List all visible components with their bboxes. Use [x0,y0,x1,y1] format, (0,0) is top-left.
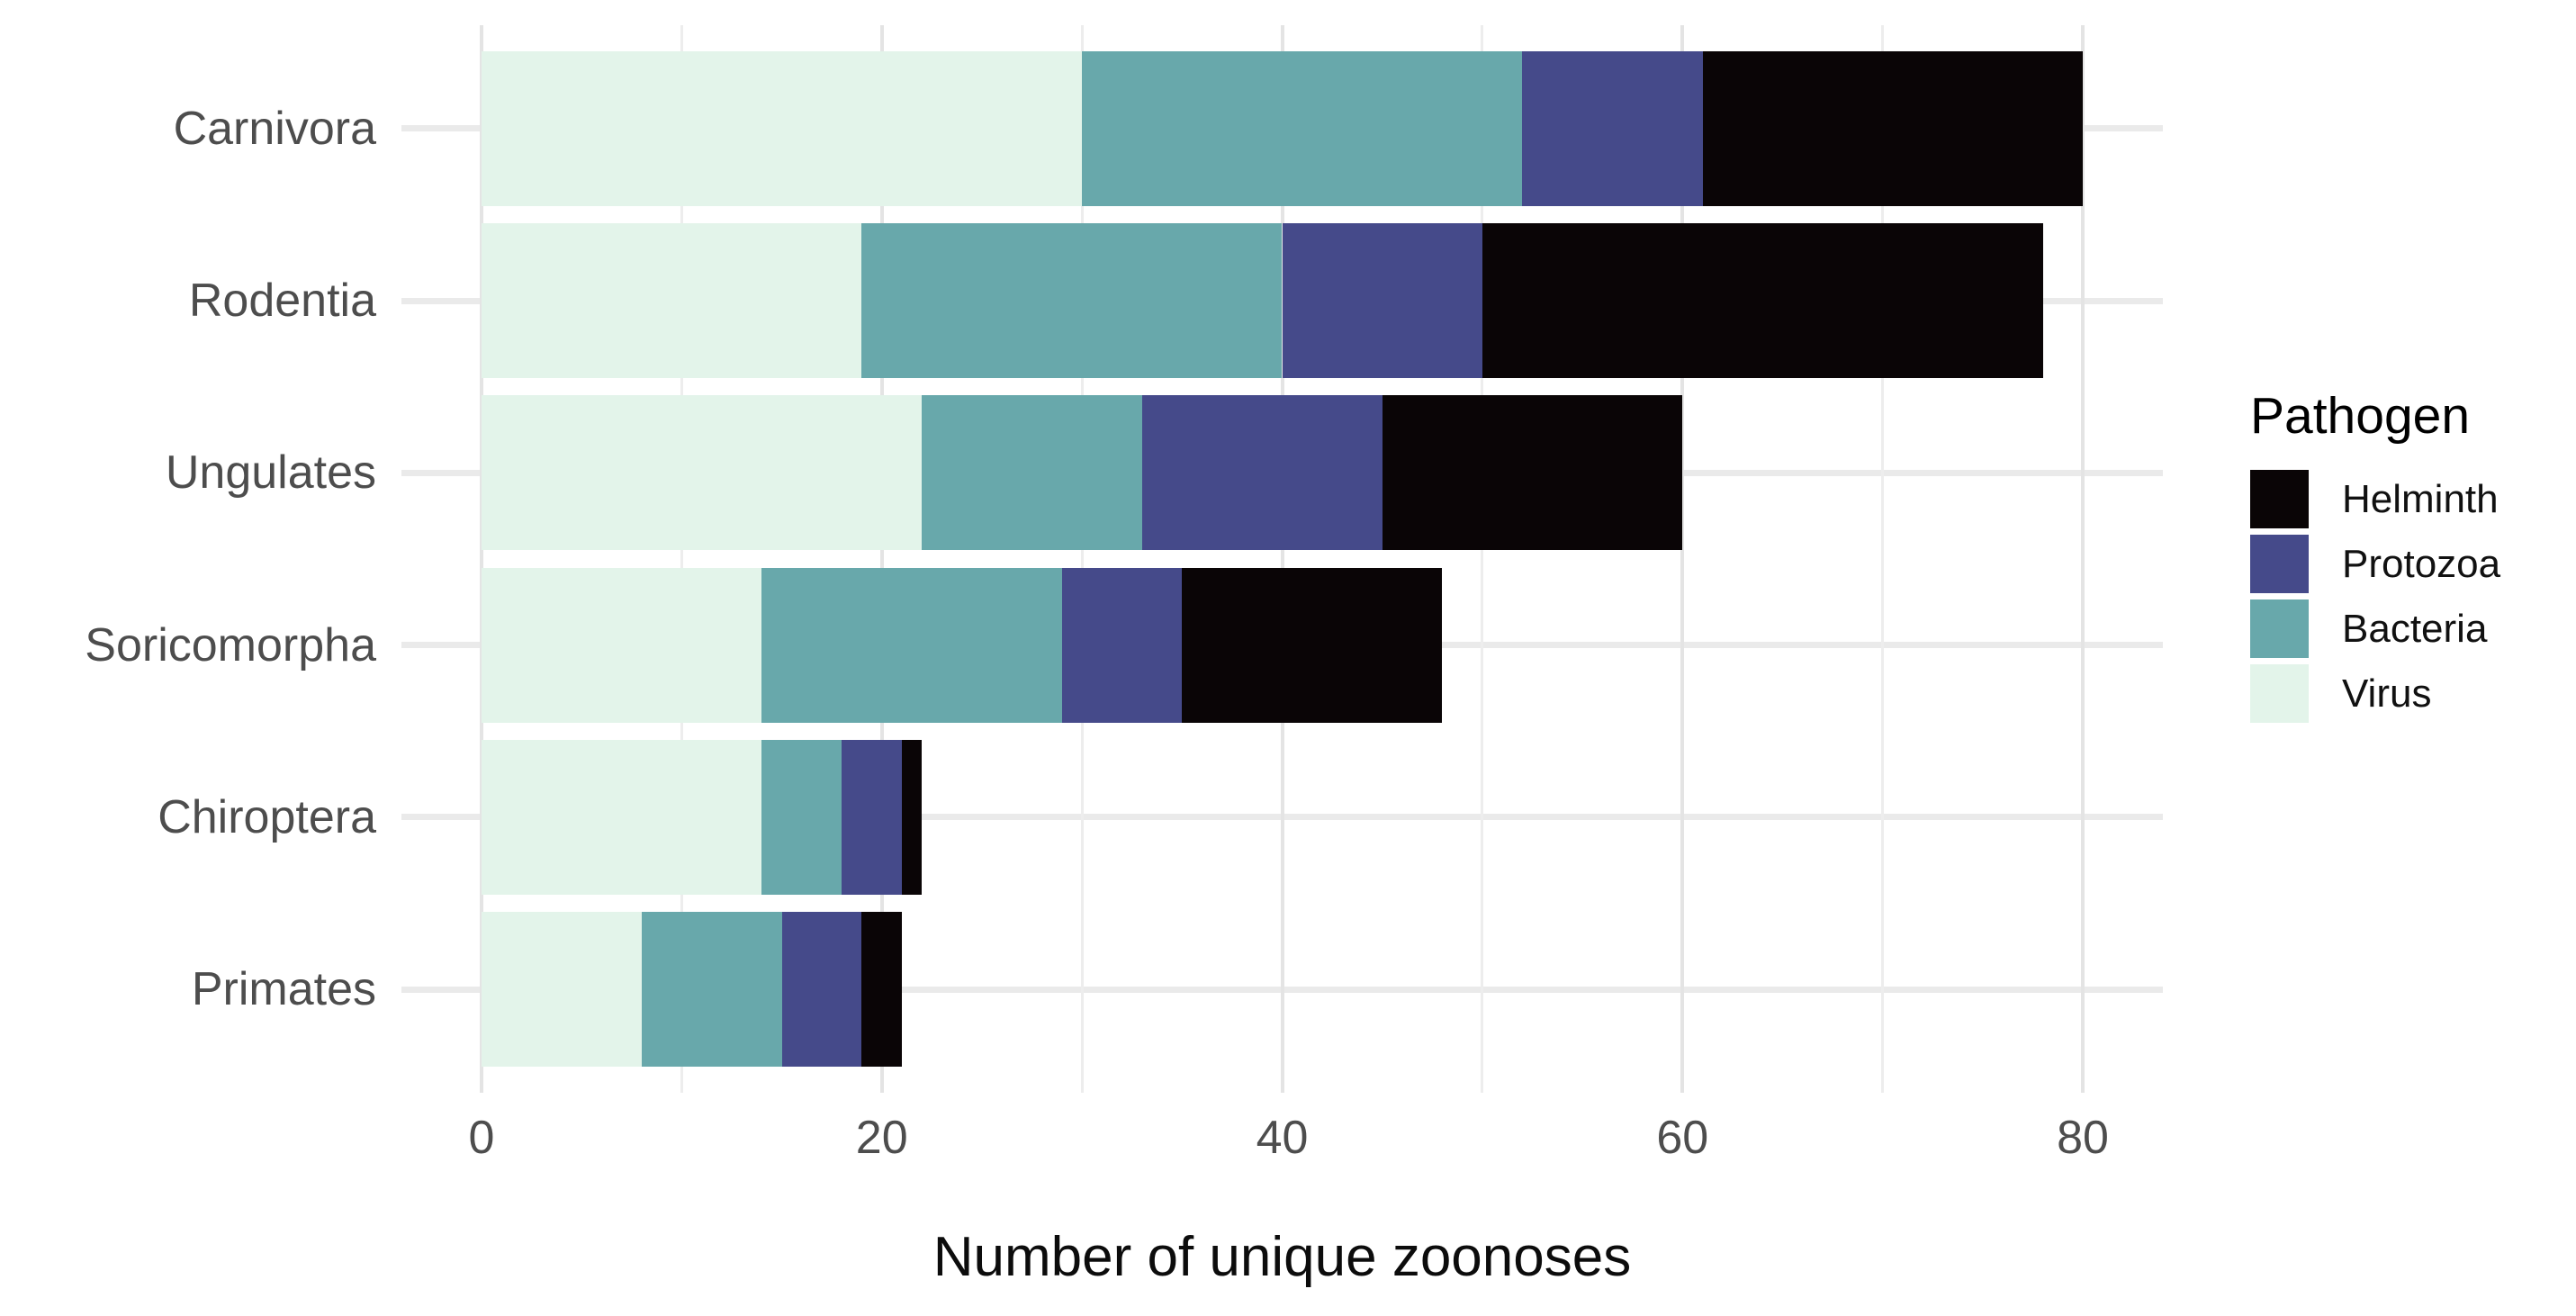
bar-segment-protozoa-ungulates [1141,395,1383,551]
grid-major-line [479,25,483,1093]
bar-segment-bacteria-primates [641,912,782,1068]
bar-segment-helminth-soricomorpha [1182,567,1443,723]
x-axis-tick-label: 20 [855,1112,908,1164]
grid-minor-line [1481,25,1484,1093]
legend: Pathogen Helminth Protozoa Bacteria Virus [2250,387,2500,729]
bar-segment-helminth-carnivora [1702,50,2084,206]
y-axis-label: Primates [191,963,376,1016]
virus-swatch [2250,664,2309,723]
helminth-swatch [2250,470,2309,528]
bar-segment-virus-soricomorpha [481,567,762,723]
bar-segment-protozoa-primates [781,912,862,1068]
y-axis-label: Rodentia [188,275,376,328]
legend-entry: Protozoa [2250,535,2500,593]
grid-minor-line [1080,25,1084,1093]
legend-entry: Bacteria [2250,599,2500,658]
bar-segment-bacteria-soricomorpha [761,567,1062,723]
legend-entries: Helminth Protozoa Bacteria Virus [2250,470,2500,723]
x-axis-tick-label: 60 [1656,1112,1709,1164]
y-axis-label: Carnivora [173,102,376,155]
bar-segment-virus-ungulates [481,395,923,551]
bar-segment-bacteria-rodentia [861,222,1283,379]
x-axis-title: Number of unique zoonoses [932,1226,1632,1288]
grid-minor-line [680,25,683,1093]
bar-segment-protozoa-carnivora [1522,50,1703,206]
bar-segment-helminth-ungulates [1382,395,1683,551]
bar-segment-virus-chiroptera [481,739,762,895]
bar-segment-bacteria-carnivora [1082,50,1523,206]
y-axis-label: Soricomorpha [85,618,376,672]
legend-label: Helminth [2342,476,2499,521]
grid-major-line [1280,25,1284,1093]
bar-segment-protozoa-rodentia [1282,222,1482,379]
legend-label: Protozoa [2342,541,2501,586]
legend-label: Bacteria [2342,606,2488,651]
legend-title: Pathogen [2250,387,2471,445]
x-axis-tick-label: 80 [2057,1112,2109,1164]
bar-segment-virus-carnivora [481,50,1083,206]
x-axis-tick-label: 0 [468,1112,495,1164]
bar-segment-bacteria-chiroptera [761,739,842,895]
protozoa-swatch [2250,535,2309,593]
plot-panel [401,25,2163,1093]
bar-segment-protozoa-soricomorpha [1061,567,1183,723]
bar-segment-bacteria-ungulates [922,395,1142,551]
x-axis-tick-label: 40 [1256,1112,1309,1164]
grid-major-line [2081,25,2085,1093]
legend-entry: Virus [2250,664,2500,723]
bar-segment-helminth-rodentia [1482,222,2043,379]
y-axis-label: Chiroptera [158,790,376,843]
bar-segment-helminth-primates [861,912,902,1068]
grid-major-line [1680,25,1685,1093]
bar-segment-protozoa-chiroptera [842,739,902,895]
legend-label: Virus [2342,671,2432,716]
bar-segment-helminth-chiroptera [901,739,923,895]
legend-entry: Helminth [2250,470,2500,528]
y-axis-label: Ungulates [165,446,376,500]
bar-segment-virus-rodentia [481,222,862,379]
bacteria-swatch [2250,599,2309,658]
bar-segment-virus-primates [481,912,642,1068]
grid-minor-line [1881,25,1885,1093]
grid-major-line [879,25,884,1093]
